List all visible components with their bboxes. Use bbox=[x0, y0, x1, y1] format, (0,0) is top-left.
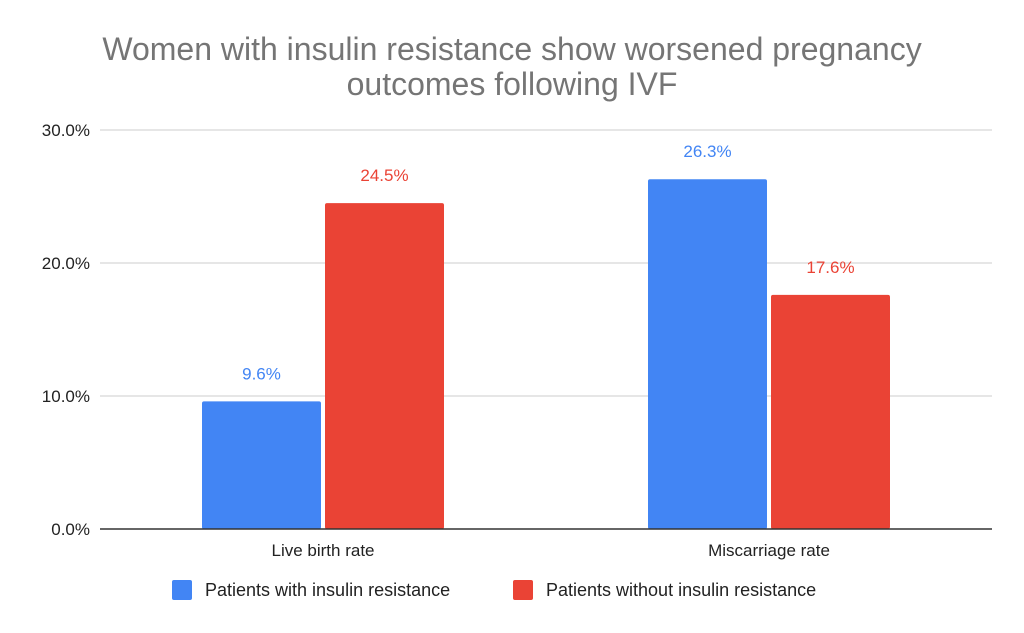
data-label: 26.3% bbox=[683, 142, 731, 161]
bar-with-ir-1 bbox=[648, 179, 767, 529]
chart-title-line-2: outcomes following IVF bbox=[347, 66, 678, 102]
bar-without-ir-0 bbox=[325, 203, 444, 529]
bars bbox=[202, 179, 890, 529]
y-axis-ticks: 0.0% 10.0% 20.0% 30.0% bbox=[42, 121, 90, 539]
legend: Patients with insulin resistance Patients… bbox=[172, 580, 816, 600]
data-label: 17.6% bbox=[806, 258, 854, 277]
x-category-label: Live birth rate bbox=[272, 541, 375, 560]
y-tick-label: 0.0% bbox=[51, 520, 90, 539]
x-axis-categories: Live birth rate Miscarriage rate bbox=[272, 541, 830, 560]
data-label: 24.5% bbox=[360, 166, 408, 185]
x-category-label: Miscarriage rate bbox=[708, 541, 830, 560]
y-tick-label: 30.0% bbox=[42, 121, 90, 140]
y-tick-label: 10.0% bbox=[42, 387, 90, 406]
data-labels: 9.6% 24.5% 26.3% 17.6% bbox=[242, 142, 854, 383]
chart-title-line-1: Women with insulin resistance show worse… bbox=[102, 31, 921, 67]
legend-label: Patients without insulin resistance bbox=[546, 580, 816, 600]
bar-with-ir-0 bbox=[202, 401, 321, 529]
legend-swatch bbox=[172, 580, 192, 600]
legend-swatch bbox=[513, 580, 533, 600]
data-label: 9.6% bbox=[242, 364, 281, 383]
bar-without-ir-1 bbox=[771, 294, 890, 529]
chart-title: Women with insulin resistance show worse… bbox=[102, 31, 921, 102]
legend-label: Patients with insulin resistance bbox=[205, 580, 450, 600]
y-tick-label: 20.0% bbox=[42, 254, 90, 273]
